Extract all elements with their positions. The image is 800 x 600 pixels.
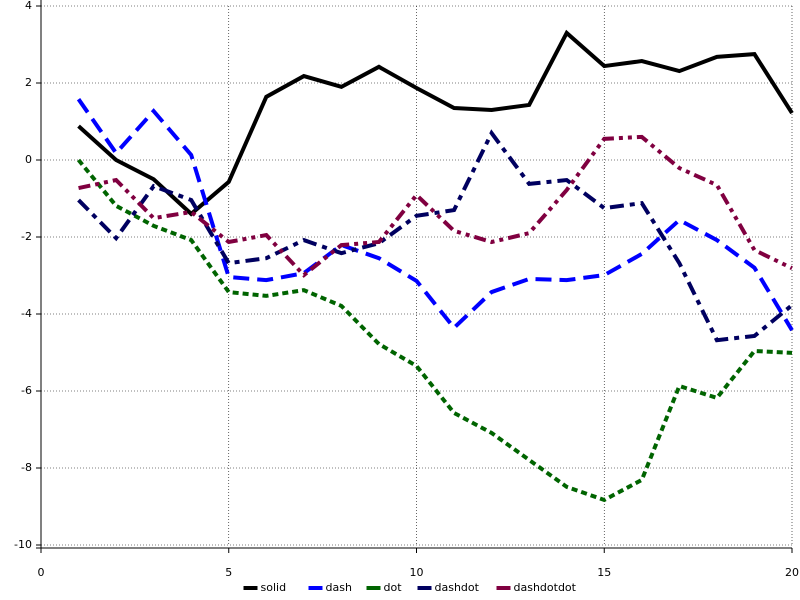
x-tick-label: 0 xyxy=(38,566,45,579)
series-line xyxy=(77,29,794,217)
legend-label: solid xyxy=(261,581,287,594)
x-tick-label: 15 xyxy=(597,566,611,579)
series-line xyxy=(78,134,793,278)
y-tick-label: 2 xyxy=(25,76,32,89)
legend-label: dashdot xyxy=(435,581,480,594)
series-line xyxy=(77,158,793,503)
y-tick-label: -6 xyxy=(21,384,32,397)
y-tick-label: -8 xyxy=(21,461,32,474)
y-tick-label: -10 xyxy=(14,538,32,551)
x-tick-label: 20 xyxy=(785,566,799,579)
y-tick-label: -2 xyxy=(21,230,32,243)
legend-label: dot xyxy=(384,581,403,594)
y-tick-label: -4 xyxy=(21,307,32,320)
legend-label: dashdotdot xyxy=(514,581,577,594)
series-line xyxy=(76,98,794,332)
x-tick-label: 10 xyxy=(410,566,424,579)
y-tick-label: 4 xyxy=(25,0,32,12)
x-tick-label: 5 xyxy=(225,566,232,579)
y-tick-label: 0 xyxy=(25,153,32,166)
series-line xyxy=(77,129,794,343)
legend-label: dash xyxy=(326,581,352,594)
